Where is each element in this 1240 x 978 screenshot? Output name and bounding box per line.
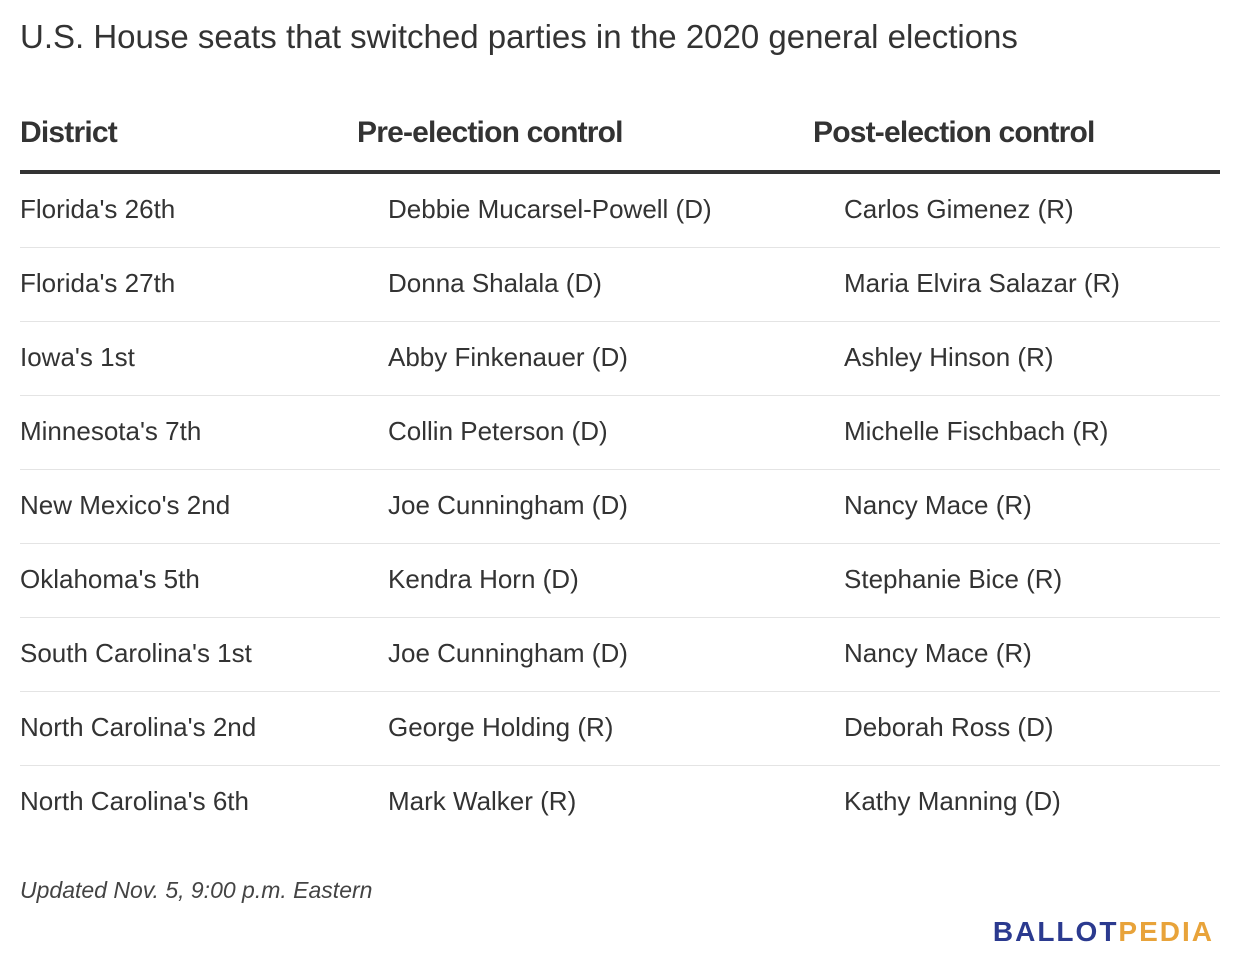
cell-district: Oklahoma's 5th — [20, 564, 200, 594]
ballotpedia-logo: BALLOTPEDIA — [993, 916, 1214, 948]
table-body: Florida's 26th Debbie Mucarsel-Powell (D)… — [20, 174, 1220, 839]
cell-pre-election: Joe Cunningham (D) — [388, 490, 628, 520]
cell-post-election: Carlos Gimenez (R) — [844, 194, 1074, 224]
cell-pre-election: George Holding (R) — [388, 712, 614, 742]
column-header-pre-election: Pre-election control — [357, 116, 624, 149]
cell-district: Iowa's 1st — [20, 342, 135, 372]
cell-district: North Carolina's 6th — [20, 786, 249, 816]
cell-pre-election: Joe Cunningham (D) — [388, 638, 628, 668]
table-row: North Carolina's 2nd George Holding (R) De… — [20, 692, 1220, 766]
table-header-row: District Pre-election control Post-elect… — [20, 100, 1220, 174]
table-row: Oklahoma's 5th Kendra Horn (D) Stephanie B… — [20, 544, 1220, 618]
cell-district: South Carolina's 1st — [20, 638, 252, 668]
table-row: Florida's 26th Debbie Mucarsel-Powell (D)… — [20, 174, 1220, 248]
cell-pre-election: Mark Walker (R) — [388, 786, 577, 816]
cell-pre-election: Kendra Horn (D) — [388, 564, 579, 594]
cell-district: Florida's 26th — [20, 194, 176, 224]
cell-pre-election: Collin Peterson (D) — [388, 416, 608, 446]
cell-district: North Carolina's 2nd — [20, 712, 257, 742]
table-row: North Carolina's 6th Mark Walker (R) Kathy… — [20, 766, 1220, 839]
table-row: Minnesota's 7th Collin Peterson (D) Michel… — [20, 396, 1220, 470]
data-table: District Pre-election control Post-elect… — [20, 100, 1220, 839]
cell-post-election: Kathy Manning (D) — [844, 786, 1061, 816]
cell-post-election: Stephanie Bice (R) — [844, 564, 1063, 594]
cell-pre-election: Debbie Mucarsel-Powell (D) — [388, 194, 712, 224]
cell-post-election: Deborah Ross (D) — [844, 712, 1054, 742]
cell-post-election: Nancy Mace (R) — [844, 638, 1032, 668]
cell-district: Florida's 27th — [20, 268, 176, 298]
table-row: South Carolina's 1st Joe Cunningham (D) Na… — [20, 618, 1220, 692]
column-header-post-election: Post-election control — [813, 116, 1095, 149]
column-header-district: District — [20, 116, 118, 149]
cell-post-election: Maria Elvira Salazar (R) — [844, 268, 1120, 298]
cell-post-election: Ashley Hinson (R) — [844, 342, 1054, 372]
cell-pre-election: Donna Shalala (D) — [388, 268, 602, 298]
table-row: Florida's 27th Donna Shalala (D) Maria Elv… — [20, 248, 1220, 322]
cell-pre-election: Abby Finkenauer (D) — [388, 342, 628, 372]
cell-post-election: Michelle Fischbach (R) — [844, 416, 1109, 446]
cell-district: Minnesota's 7th — [20, 416, 202, 446]
logo-part-ballot: BALLOT — [992, 916, 1119, 947]
footnote: Updated Nov. 5, 9:00 p.m. Eastern — [20, 877, 373, 903]
logo-part-pedia: PEDIA — [1118, 916, 1214, 947]
table-row: Iowa's 1st Abby Finkenauer (D) Ashley Hins… — [20, 322, 1220, 396]
cell-district: New Mexico's 2nd — [20, 490, 231, 520]
table-row: New Mexico's 2nd Joe Cunningham (D) Nancy … — [20, 470, 1220, 544]
chart-title: U.S. House seats that switched parties i… — [20, 18, 1018, 55]
cell-post-election: Nancy Mace (R) — [844, 490, 1032, 520]
